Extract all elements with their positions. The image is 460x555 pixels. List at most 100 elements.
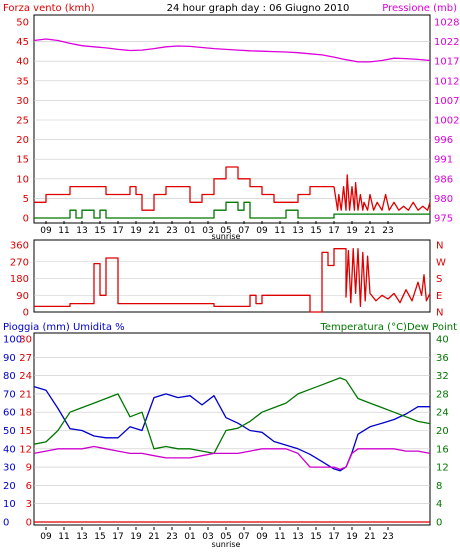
temperature-tick: 40 [436,335,449,346]
temperature-tick: 0 [436,518,442,529]
x-tick-label: 11 [274,226,285,236]
wind-axis-label: Forza vento (kmh) [3,3,95,14]
x-tick-label: 01 [184,226,195,236]
x-tick-label: 15 [310,532,321,542]
panel3-frame [33,332,431,526]
wind-tick: 35 [16,76,29,87]
temperature-tick: 4 [436,499,442,510]
compass-tick: E [436,291,442,302]
pressure-tick: 975 [434,214,453,225]
rain-tick: 3 [26,499,32,510]
rain-tick: 30 [19,335,32,346]
x-tick-label: 03 [202,226,213,236]
humidity-tick: 0 [3,518,9,529]
panel2-series [34,248,431,313]
pressure-tick: 996 [434,135,453,146]
gust-line [34,201,430,219]
temperature-tick: 8 [436,481,442,492]
x-tick-label: 23 [166,532,177,542]
x-tick-label: 19 [130,226,142,236]
pressure-tick: 1017 [434,57,459,68]
x-tick-label: 05 [220,532,231,542]
rain-tick: 27 [19,353,32,364]
compass-tick: N [436,241,443,252]
x-tick-label: 07 [238,226,249,236]
direction-degree-labels: 360 270 180 90 0 [10,241,29,319]
rain-tick: 18 [19,408,32,419]
x-tick-label: 15 [310,226,321,236]
x-tick-label: 21 [364,226,375,236]
panel2-frame [33,239,431,313]
wind-speed-line [333,174,431,211]
pressure-tick: 986 [434,174,453,185]
x-tick-label: 17 [328,532,339,542]
x-tick-label: 23 [166,226,177,236]
rain-humidity-axis-label: Pioggia (mm) Umidita % [3,322,125,333]
rain-tick: 0 [26,518,32,529]
x-tick-label: 13 [292,532,303,542]
temperature-tick: 36 [436,353,449,364]
direction-tick: 180 [10,274,29,285]
pressure-tick: 1002 [434,116,459,127]
pressure-tick: 991 [434,155,453,166]
x-tick-label: 19 [346,532,358,542]
panel1-series [33,38,431,219]
wind-direction-line [34,248,431,313]
humidity-tick: 70 [3,389,16,400]
panel1-title: 24 hour graph day : 06 Giugno 2010 [167,3,350,14]
x-tick-label: 21 [364,532,375,542]
rain-tick: 15 [19,426,32,437]
temperature-tick: 24 [436,408,449,419]
x-tick-label: 09 [40,532,52,542]
panel1-grid [34,41,430,199]
temperature-tick: 16 [436,444,449,455]
rain-tick: 9 [26,463,32,474]
panel3-series [33,377,431,523]
temperature-tick: 20 [436,426,449,437]
panel1-frame [33,14,431,224]
wind-tick: 30 [16,96,29,107]
pressure-tick: 1022 [434,37,459,48]
x-tick-label: 23 [382,532,393,542]
rain-tick: 21 [19,389,32,400]
humidity-tick: 50 [3,426,16,437]
x-tick-label: 15 [94,532,105,542]
compass-tick: W [436,257,446,268]
x-tick-label: 17 [328,226,339,236]
humidity-tick: 80 [3,371,16,382]
x-tick-label: 05 [220,226,231,236]
x-tick-label: 13 [292,226,303,236]
x-tick-label: 09 [40,226,52,236]
humidity-tick: 90 [3,353,16,364]
x-tick-label: 21 [148,226,159,236]
wind-tick: 5 [23,194,29,205]
x-tick-label: 11 [58,532,69,542]
compass-tick: S [436,274,442,285]
humidity-tick: 60 [3,408,16,419]
panel3-sunrise-label: sunrise [212,540,241,549]
x-tick-label: 13 [76,226,87,236]
temperature-tick: 12 [436,463,449,474]
wind-tick: 40 [16,57,29,68]
humidity-tick: 10 [3,499,16,510]
humidity-tick: 30 [3,463,16,474]
temperature-line [33,377,431,455]
x-tick-label: 17 [112,532,123,542]
x-tick-label: 03 [202,532,213,542]
pressure-tick-labels: 1028 1022 1017 1012 1007 1002 996 991 986 980 975 [434,18,459,225]
wind-tick: 15 [16,155,29,166]
x-tick-label: 09 [256,532,268,542]
pressure-line [33,38,431,63]
dewpoint-line [33,445,431,471]
panel3-time-labels: 09 11 13 15 17 19 21 23 01 03 05 07 09 11 13 15 17 19 21 23 [40,527,394,542]
direction-tick: 0 [23,308,29,319]
x-tick-label: 15 [94,226,105,236]
panel3-grid [34,356,430,505]
x-tick-label: 19 [130,532,142,542]
pressure-tick: 1007 [434,96,459,107]
